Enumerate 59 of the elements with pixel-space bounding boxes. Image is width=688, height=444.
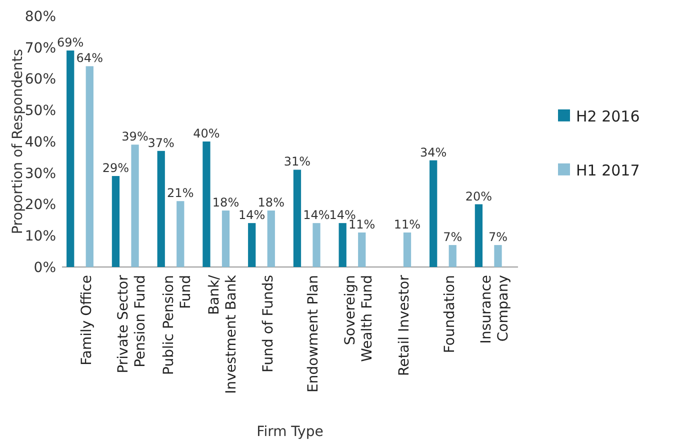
data-label: 31% <box>284 154 311 169</box>
x-tick-label: Insurance Company <box>478 275 512 344</box>
y-tick-label: 80% <box>24 8 56 25</box>
bar <box>430 160 438 267</box>
bar <box>202 142 210 267</box>
y-tick-label: 30% <box>24 166 56 182</box>
data-label: 7% <box>488 230 508 244</box>
y-tick-label: 10% <box>24 228 56 245</box>
bar <box>248 223 256 267</box>
x-tick-label: Endowment Plan <box>306 275 322 392</box>
data-label: 18% <box>258 196 284 210</box>
x-tick-label: Retail Investor <box>396 274 412 376</box>
bar <box>312 223 320 267</box>
x-axis-title: Firm Type <box>256 424 324 440</box>
bar <box>494 245 502 267</box>
data-label: 39% <box>122 130 148 144</box>
data-label: 14% <box>238 208 266 222</box>
y-tick-label: 40% <box>24 134 56 150</box>
bar <box>222 210 230 267</box>
legend-label: H1 2017 <box>576 162 640 180</box>
x-tick-label: Foundation <box>442 275 458 354</box>
data-label: 40% <box>193 126 220 140</box>
bar <box>66 50 74 267</box>
y-tick-label: 60% <box>24 72 56 88</box>
y-tick-label: 50% <box>24 103 56 120</box>
y-tick-label: 0% <box>34 260 56 276</box>
bar <box>86 66 94 267</box>
x-tick-label: Family Office <box>78 275 95 366</box>
data-label: 69% <box>57 36 84 50</box>
y-tick-label: 20% <box>24 197 56 214</box>
legend-label: H2 2016 <box>576 108 640 126</box>
x-tick-label: Bank/ Investment Bank <box>206 274 240 394</box>
bar <box>403 232 412 267</box>
bar <box>293 170 302 267</box>
y-tick-label: 70% <box>24 40 56 56</box>
data-label: 37% <box>148 136 174 150</box>
x-tick-label: Public Pension Fund <box>161 275 194 375</box>
bar <box>338 223 346 267</box>
x-tick-label: Private Sector Pension Fund <box>116 274 149 374</box>
data-label: 11% <box>394 217 421 232</box>
bar <box>474 204 483 267</box>
data-label: 20% <box>465 189 492 204</box>
y-axis-title: Proportion of Respondents <box>10 48 26 234</box>
data-label: 29% <box>102 161 130 176</box>
data-label: 7% <box>443 230 462 244</box>
x-tick-label: Sovereign Wealth Fund <box>342 275 376 362</box>
x-tick-label: Fund of Funds <box>260 275 276 373</box>
data-label: 21% <box>167 186 194 200</box>
data-label: 34% <box>420 145 447 160</box>
data-label: 18% <box>212 196 240 210</box>
data-label: 64% <box>76 51 103 66</box>
bar <box>176 201 184 267</box>
bar <box>267 210 275 267</box>
bar <box>358 232 366 267</box>
bar <box>157 150 165 267</box>
bar <box>131 144 139 267</box>
data-label: 14% <box>303 208 330 222</box>
bar <box>112 176 120 267</box>
bar <box>448 245 456 267</box>
